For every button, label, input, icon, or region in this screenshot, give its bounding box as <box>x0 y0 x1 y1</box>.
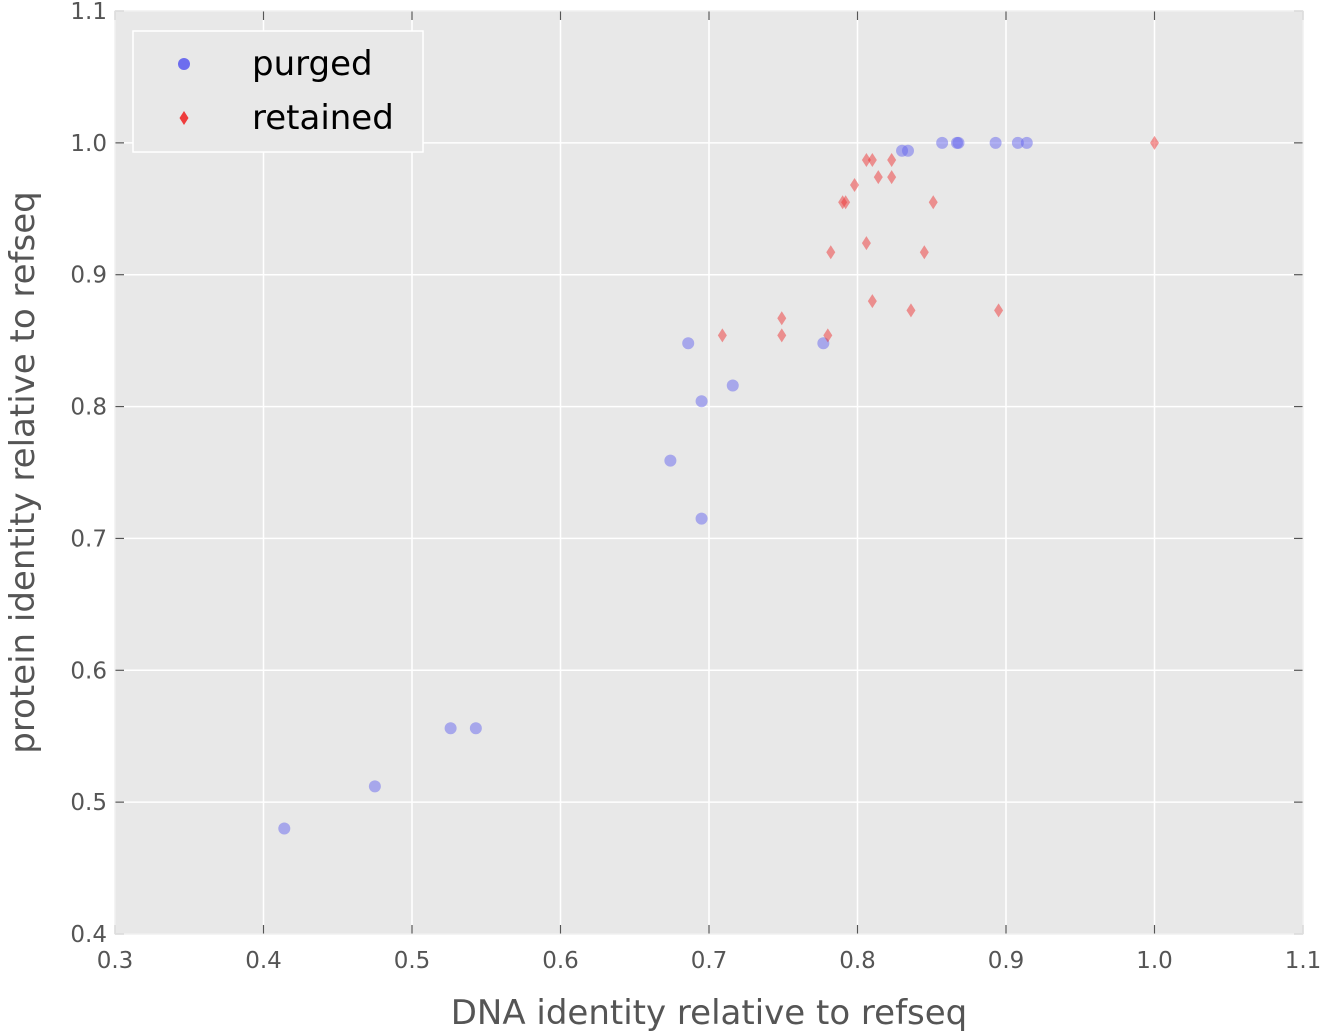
y-tick-label: 0.5 <box>70 790 107 816</box>
purged-point <box>1020 136 1033 149</box>
purged-point <box>817 337 830 350</box>
x-tick-label: 0.4 <box>245 948 282 974</box>
purged-point <box>469 722 482 735</box>
retained-point <box>873 170 883 185</box>
axis-ticks: 0.3 0.4 0.5 0.6 0.7 0.8 0.9 1.0 1.10.40.50.60.70… <box>70 0 1321 974</box>
x-tick-label: 1.0 <box>1136 948 1173 974</box>
y-tick-label: 1.1 <box>70 0 107 25</box>
retained-point <box>928 195 938 210</box>
purged-point <box>444 722 457 735</box>
y-tick-label: 0.9 <box>70 263 107 289</box>
x-tick-label: 0.5 <box>394 948 431 974</box>
purged-point <box>682 337 695 350</box>
data-points <box>278 135 1159 835</box>
plot-frame <box>114 10 1304 935</box>
x-tick-label: 0.9 <box>988 948 1025 974</box>
legend-box <box>132 30 424 153</box>
purged-point <box>901 144 914 157</box>
retained-point <box>777 311 787 326</box>
purged-point <box>952 136 965 149</box>
purged-point <box>664 454 677 467</box>
retained-point <box>777 328 787 343</box>
x-tick-label: 0.7 <box>691 948 728 974</box>
purged-point <box>989 136 1002 149</box>
retained-point <box>887 170 897 185</box>
legend-marker-purged <box>178 58 190 70</box>
retained-point <box>1150 135 1159 150</box>
purged-point <box>695 395 708 408</box>
purged-point <box>726 379 739 392</box>
x-tick-label: 0.8 <box>839 948 876 974</box>
retained-point <box>850 178 860 193</box>
x-axis-label: DNA identity relative to refseq <box>451 993 968 1031</box>
x-tick-label: 1.1 <box>1285 948 1322 974</box>
x-tick-label: 0.3 <box>97 948 134 974</box>
retained-point <box>867 152 877 167</box>
retained-point <box>919 245 929 260</box>
retained-point <box>717 328 727 343</box>
x-tick-label: 0.6 <box>542 948 579 974</box>
retained-point <box>861 152 871 167</box>
y-tick-label: 0.4 <box>70 922 107 948</box>
legend: purged retained <box>132 30 424 153</box>
purged-point <box>1011 136 1024 149</box>
purged-point <box>278 822 291 835</box>
y-tick-label: 0.6 <box>70 658 107 684</box>
legend-label-retained: retained <box>252 98 394 138</box>
y-tick-label: 0.7 <box>70 526 107 552</box>
retained-point <box>867 294 877 309</box>
retained-point <box>906 303 916 318</box>
retained-point <box>887 152 897 167</box>
retained-point <box>861 236 871 251</box>
retained-point <box>826 245 836 260</box>
retained-point <box>994 303 1004 318</box>
y-axis-label: protein identity relative to refseq <box>3 191 43 754</box>
purged-point <box>368 780 381 793</box>
legend-label-purged: purged <box>252 44 373 84</box>
y-tick-label: 1.0 <box>70 131 107 157</box>
purged-point <box>936 136 949 149</box>
retained-point <box>841 195 851 210</box>
retained-point <box>823 328 833 343</box>
y-tick-label: 0.8 <box>70 395 107 421</box>
legend-marker-retained <box>179 111 189 125</box>
purged-point <box>695 512 708 525</box>
